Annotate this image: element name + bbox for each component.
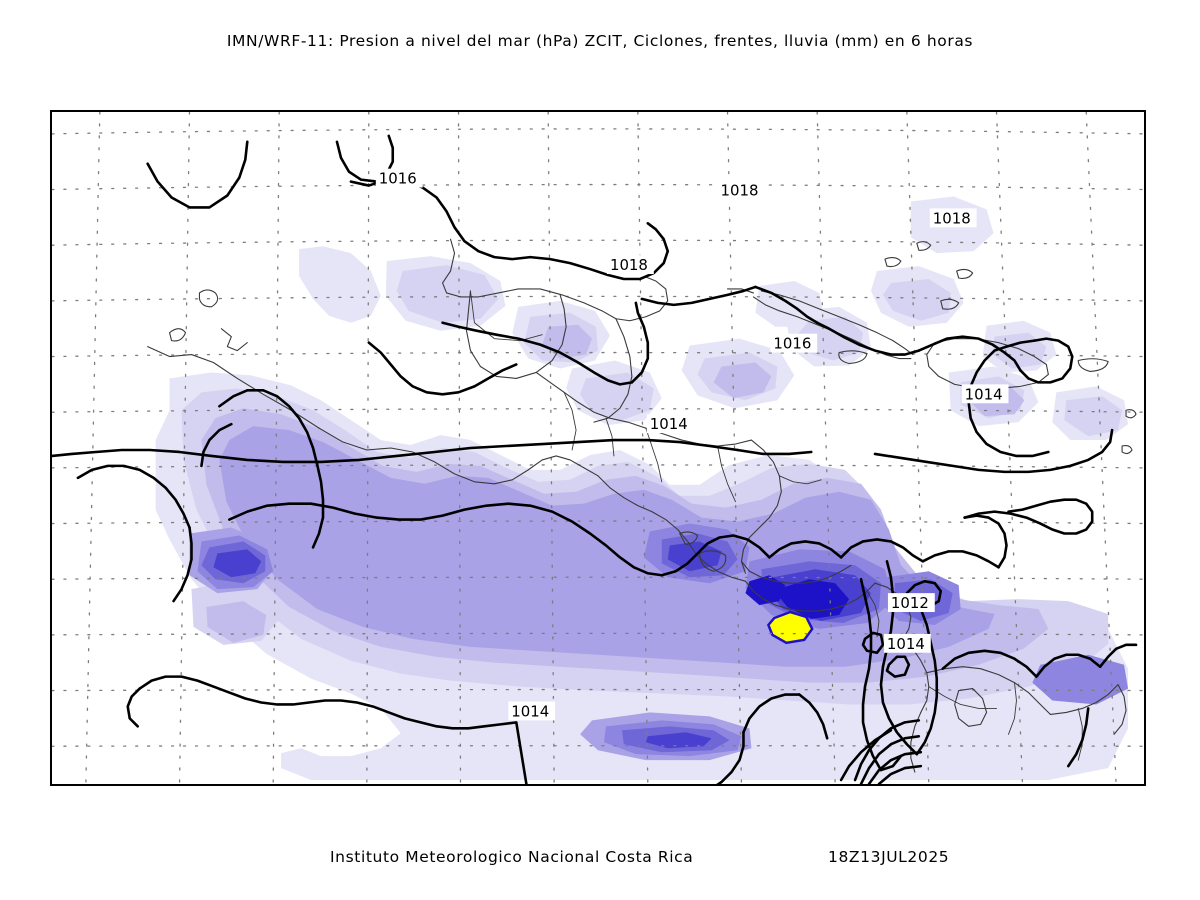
isobar-label-text: 1014: [965, 385, 1003, 403]
latlon-grid: [52, 112, 1144, 784]
footer-institution: Instituto Meteorologico Nacional Costa R…: [330, 848, 694, 866]
isobar-label-text: 1018: [721, 182, 759, 200]
isobar-layer: [52, 134, 1138, 784]
isobar-label-1014-colombia: 1014: [883, 633, 931, 653]
isobar-label-1016-nw: 1016: [375, 168, 423, 188]
isobar-label-1016-caribbean: 1016: [770, 333, 818, 353]
isobar-label-text: 1016: [379, 170, 417, 188]
page-title: IMN/WRF-11: Presion a nivel del mar (hPa…: [226, 32, 974, 50]
isobar-label-1014-south: 1014: [508, 701, 556, 720]
isobar-label-text: 1014: [887, 635, 925, 653]
isobar-label-text: 1016: [773, 335, 811, 353]
isobar-labels: 1016 1018 1018 1018: [375, 168, 1009, 720]
isobar-label-text: 1018: [610, 256, 648, 274]
weather-map-canvas: 1016 1018 1018 1018: [52, 112, 1144, 784]
isobar-label-1018-cuba-w: 1018: [717, 180, 765, 200]
footer-timestamp: 18Z13JUL2025: [828, 848, 950, 866]
isobar-label-text: 1012: [891, 594, 929, 612]
isobar-label-1014-east: 1014: [961, 384, 1009, 403]
coastlines-layer: [147, 238, 1137, 773]
isobar-label-1018-yucatan: 1018: [606, 255, 654, 274]
isobar-label-1012-colombia: 1012: [887, 593, 935, 612]
isobar-label-1014-costarica: 1014: [646, 414, 694, 433]
isobar-label-1018-hispaniola: 1018: [929, 208, 977, 227]
isobar-label-text: 1014: [511, 702, 549, 720]
isobar-label-text: 1014: [650, 415, 688, 433]
map-frame: 1016 1018 1018 1018: [50, 110, 1146, 786]
footer: Instituto Meteorologico Nacional Costa R…: [0, 848, 1200, 872]
isobar-label-text: 1018: [933, 209, 971, 227]
precip-maximum-core: [766, 610, 814, 645]
